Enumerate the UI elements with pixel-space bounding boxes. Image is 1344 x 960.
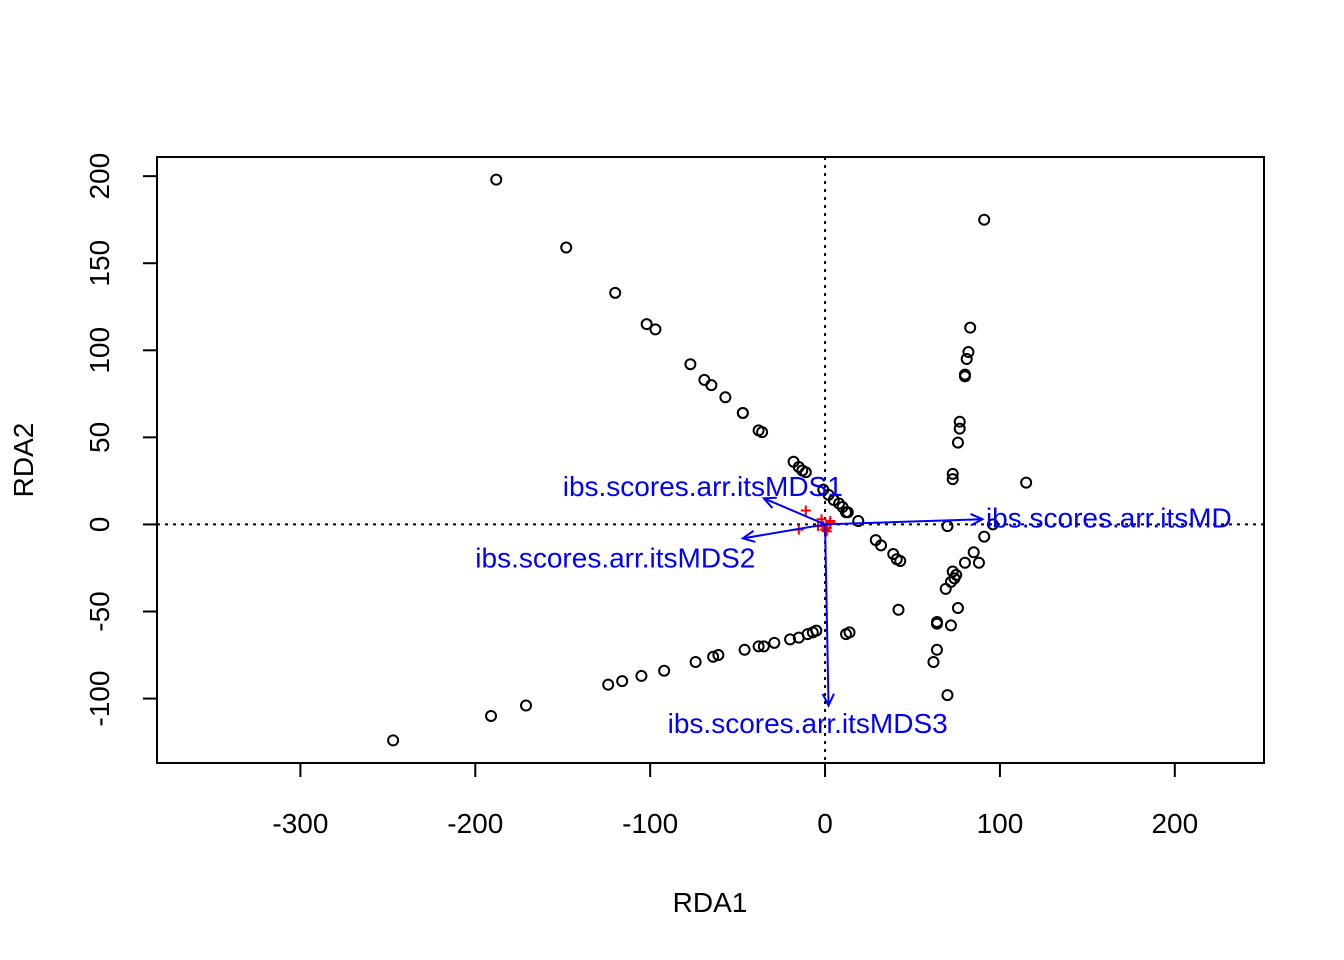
site-point — [962, 346, 975, 359]
arrow-head — [821, 693, 835, 708]
arrow-shaft — [763, 497, 826, 526]
site-point — [635, 669, 648, 682]
reference-lines — [157, 157, 1264, 763]
site-point — [964, 321, 977, 334]
site-point — [736, 406, 749, 419]
site-point — [946, 473, 959, 486]
site-point — [833, 497, 846, 510]
site-point — [939, 582, 952, 595]
site-point — [953, 422, 966, 435]
arrow-head — [740, 530, 756, 543]
site-point — [986, 518, 999, 531]
site-point — [843, 626, 856, 639]
site-point — [738, 643, 751, 656]
site-point — [756, 426, 769, 439]
site-point — [689, 656, 702, 668]
site-point — [684, 358, 697, 371]
arrow-label: ibs.scores.arr.itsMDS2 — [475, 543, 755, 574]
site-point — [960, 353, 973, 365]
site-point — [978, 213, 991, 226]
y-tick-label: 100 — [84, 327, 115, 374]
site-point — [941, 689, 954, 702]
y-axis: -100 -50 0 50 100 150 200 — [84, 153, 158, 727]
site-point — [1020, 476, 1033, 489]
y-tick-label: 200 — [84, 153, 115, 200]
y-tick-label: -100 — [84, 671, 115, 727]
site-point — [930, 643, 943, 656]
x-tick-label: 200 — [1151, 808, 1198, 839]
site-point — [490, 173, 503, 186]
site-point — [602, 678, 615, 691]
site-point — [698, 373, 711, 386]
site-point — [894, 555, 907, 567]
site-point — [719, 391, 732, 404]
site-points — [387, 173, 1033, 747]
species-point — [825, 517, 836, 528]
x-tick-label: -100 — [622, 808, 678, 839]
site-point — [768, 636, 781, 649]
arrow-shaft — [824, 524, 830, 706]
arrow-label: ibs.scores.arr.itsMD — [986, 502, 1232, 533]
plot-frame — [156, 156, 1265, 764]
site-point — [958, 370, 971, 383]
site-point — [712, 649, 725, 662]
site-point — [972, 556, 985, 569]
site-point — [810, 624, 823, 637]
arrow-label: ibs.scores.arr.itsMDS3 — [668, 708, 948, 739]
site-point — [953, 415, 966, 428]
site-point — [640, 318, 653, 331]
biplot-arrows — [740, 496, 985, 708]
x-tick-label: 0 — [817, 808, 833, 839]
site-point — [941, 520, 954, 533]
x-axis: -300 -200 -100 0 100 200 — [272, 762, 1198, 839]
site-point — [658, 664, 671, 677]
site-point — [967, 546, 980, 559]
site-point — [649, 323, 662, 336]
site-point — [875, 539, 888, 552]
site-point — [799, 466, 812, 479]
site-point — [951, 436, 964, 449]
site-point — [609, 286, 622, 299]
x-axis-label: RDA1 — [673, 887, 748, 918]
y-axis-label: RDA2 — [8, 423, 39, 498]
arrow-labels: ibs.scores.arr.itsMDS1 ibs.scores.arr.its… — [475, 471, 1231, 739]
site-point — [852, 514, 865, 527]
x-tick-label: -200 — [447, 808, 503, 839]
arrow-label: ibs.scores.arr.itsMDS1 — [563, 471, 843, 502]
site-point — [951, 602, 964, 615]
site-point — [616, 675, 629, 688]
site-point — [958, 556, 971, 569]
site-point — [485, 709, 498, 722]
x-tick-label: 100 — [977, 808, 1024, 839]
x-tick-label: -300 — [272, 808, 328, 839]
site-point — [944, 619, 957, 632]
site-point — [946, 467, 959, 480]
y-tick-label: 150 — [84, 240, 115, 287]
site-point — [930, 617, 943, 630]
site-point — [784, 633, 797, 646]
arrow-head — [761, 496, 777, 509]
site-point — [560, 241, 573, 254]
y-tick-label: 50 — [84, 422, 115, 453]
site-point — [707, 650, 720, 663]
site-point — [927, 656, 940, 668]
site-point — [387, 734, 400, 747]
arrow-head — [970, 513, 985, 527]
y-tick-label: 0 — [84, 517, 115, 533]
site-point — [752, 640, 765, 653]
site-point — [520, 699, 532, 712]
site-point — [948, 572, 961, 585]
site-point — [757, 640, 770, 653]
site-point — [978, 530, 991, 543]
site-point — [892, 603, 905, 616]
arrow-shaft — [825, 518, 983, 526]
y-tick-label: -50 — [84, 591, 115, 631]
site-point — [705, 379, 718, 392]
site-point — [841, 506, 854, 519]
species-point — [800, 505, 811, 516]
arrow-shaft — [742, 523, 826, 540]
